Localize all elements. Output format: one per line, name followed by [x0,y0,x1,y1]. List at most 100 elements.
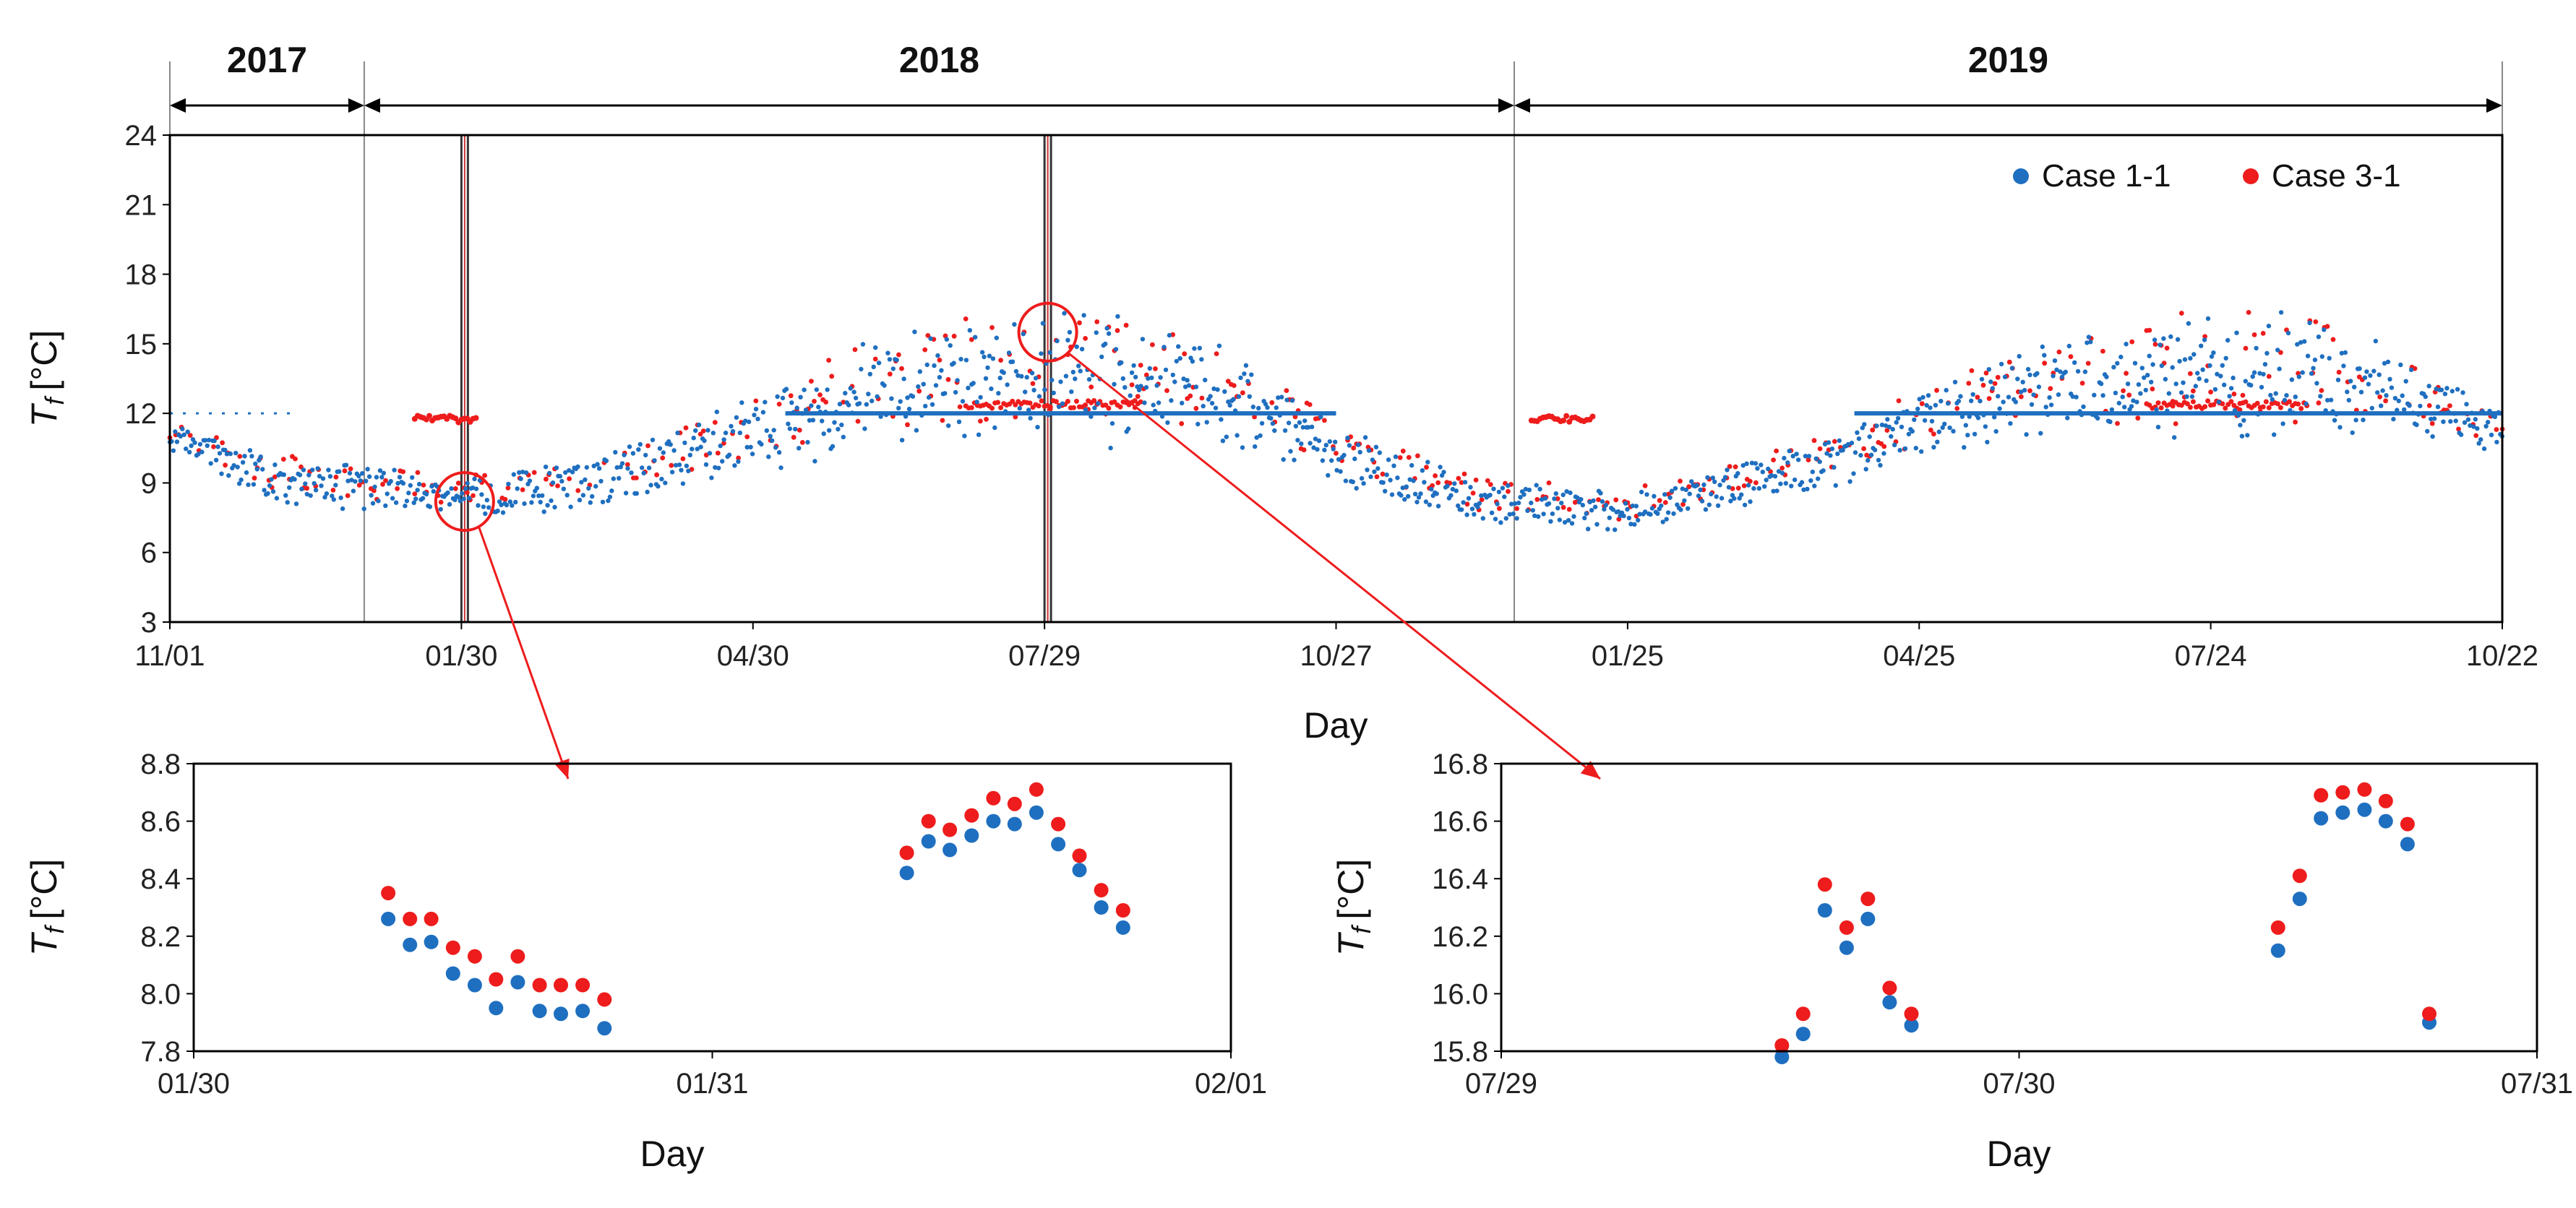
case1-point [507,499,512,504]
case3-point [669,462,674,468]
case1-point [1256,405,1261,411]
case1-point [853,395,859,401]
case1-point [215,444,220,449]
case1-point [770,438,775,443]
case1-point [2251,370,2257,375]
case1-point [2108,419,2113,424]
case1-point [577,497,583,503]
case1-point [236,481,242,486]
case3-point [899,366,904,371]
zl-x-tick-label: 02/01 [1195,1068,1267,1100]
case1-point [2257,371,2262,376]
case1-point [549,498,554,504]
case3-plateau-point [2298,406,2304,411]
case1-point [186,449,192,454]
case3-point [896,352,901,358]
case1-point [1539,497,1545,502]
case1-point [866,392,871,397]
case3-point [712,420,718,425]
zl-y-tick-label: 8.0 [140,978,181,1010]
case3-plateau-point [995,400,1001,405]
case3-point [791,434,797,440]
case1-point [1263,402,1268,407]
case3-point [1861,446,1867,452]
case1-point [267,483,272,488]
main-y-tick-label: 6 [141,538,157,569]
case3-point [799,440,805,445]
case1-point [331,497,336,502]
year-label: 2017 [227,40,307,80]
case3-point [415,470,421,475]
case1-point [1935,439,1940,444]
case1-point [486,505,491,510]
case1-point [1790,454,1795,459]
case3-plateau-point [1036,403,1042,409]
case1-point [1282,428,1288,433]
case1-point [1912,417,1917,423]
case1-point [1456,503,1461,509]
case1-point [1789,483,1794,488]
case1-point [1466,496,1472,501]
case1-point [2254,345,2259,351]
case3-point [544,476,549,482]
case1-point [208,461,213,466]
case1-point [460,491,465,496]
case3-plateau-point [2263,399,2269,405]
case1-point [2468,423,2473,428]
case1-point [2266,324,2272,329]
case1-point [1632,522,1637,527]
case1-point [2476,441,2481,446]
case1-point [803,407,809,413]
case1-point [1944,387,1949,393]
case3-point [624,462,630,467]
case1-point [1315,446,1320,452]
case1-point [2382,361,2387,366]
case3-point [812,399,817,404]
case1-point [682,440,687,446]
case1-point [2184,394,2189,400]
case3-point [1380,471,1386,477]
case3-point [826,358,831,363]
case3-plateau-point [1138,399,1143,405]
case1-point [2092,392,2097,397]
case3-plateau-point [1589,413,1596,420]
case1-point [246,482,251,488]
case3-point [1680,501,1686,507]
zr-y-tick-label: 16.4 [1432,863,1488,895]
case1-point [1356,442,1361,447]
case1-point [1174,358,1180,364]
case1-point [1479,493,1484,499]
case1-point [1756,486,1761,491]
case1-point [1759,462,1764,467]
case3-plateau-point [1027,400,1033,406]
case1-point [1808,478,1813,483]
case1-point [1782,455,1787,461]
case1-point [1546,501,1552,506]
case1-point [1894,420,1899,425]
case1-point [1220,439,1226,444]
case1-point [463,486,468,491]
case1-point [1762,484,1767,489]
case1-point [559,478,564,484]
case3-plateau-point [1563,413,1570,419]
case1-point [429,483,434,489]
case1-point [224,452,230,457]
case1-point [315,466,320,471]
case1-point [1021,332,1026,337]
case1-point [1975,415,1981,420]
case1-point [270,489,276,494]
case1-point [613,449,618,455]
case3-point [252,475,257,481]
case1-point [413,496,418,501]
case1-point [1958,394,1963,399]
case1-point [1487,493,1493,498]
case1-point [1628,522,1633,527]
case1-point [912,329,917,335]
case1-point [994,335,1000,340]
case1-point [1106,331,1112,336]
case1-point [2373,338,2378,344]
case1-point [376,499,381,504]
case1-point [1779,470,1785,475]
case1-point [180,426,185,431]
case1-point [1423,499,1429,504]
